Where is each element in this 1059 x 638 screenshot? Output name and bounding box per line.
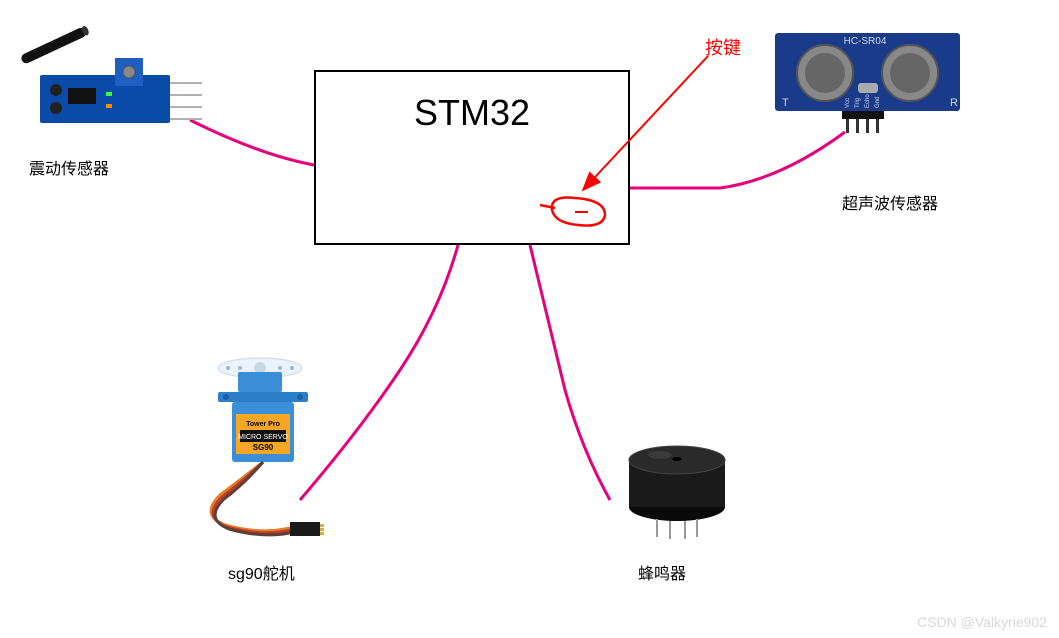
svg-text:Tower Pro: Tower Pro bbox=[246, 421, 280, 428]
svg-text:Trig: Trig bbox=[855, 98, 861, 108]
svg-text:Echo: Echo bbox=[865, 94, 871, 108]
svg-text:SG90: SG90 bbox=[253, 443, 274, 452]
servo-label: sg90舵机 bbox=[228, 560, 295, 584]
watermark: CSDN @Valkyrie902 bbox=[917, 614, 1047, 630]
buzzer-icon bbox=[615, 415, 745, 545]
svg-text:R: R bbox=[950, 97, 958, 109]
conn-buzzer bbox=[530, 245, 610, 500]
svg-text:Gnd: Gnd bbox=[875, 97, 881, 108]
svg-text:T: T bbox=[782, 97, 789, 109]
hcsr04-label: HC-SR04 bbox=[844, 36, 887, 47]
vibration-sensor-label: 震动传感器 bbox=[29, 155, 109, 179]
stm32-box: STM32 bbox=[314, 70, 630, 245]
ultrasonic-sensor-icon: HC-SR04 T R Vcc Trig Echo Gnd bbox=[770, 28, 970, 148]
buzzer-label: 蜂鸣器 bbox=[638, 560, 686, 584]
servo-icon: Tower Pro MICRO SERVO SG90 bbox=[170, 340, 370, 550]
svg-text:Vcc: Vcc bbox=[845, 98, 851, 108]
svg-text:MICRO SERVO: MICRO SERVO bbox=[238, 434, 288, 441]
ultrasonic-sensor-label: 超声波传感器 bbox=[842, 190, 938, 214]
vibration-sensor-icon bbox=[10, 20, 210, 140]
button-annotation-label: 按键 bbox=[705, 34, 741, 60]
stm32-label: STM32 bbox=[414, 92, 530, 134]
